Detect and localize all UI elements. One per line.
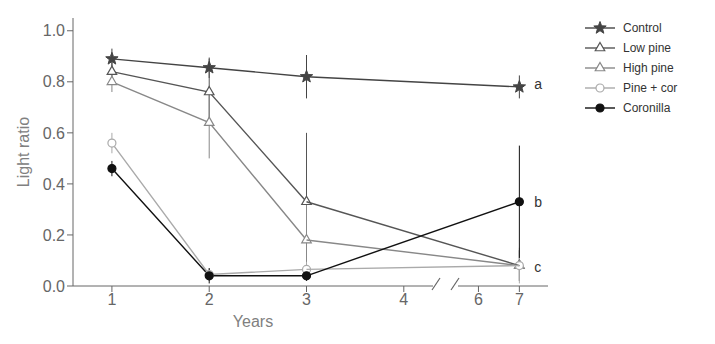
svg-text:1: 1 <box>107 291 116 308</box>
svg-text:0.0: 0.0 <box>43 278 65 295</box>
html-text:Coronilla: Coronilla <box>623 101 671 115</box>
svg-text:0.4: 0.4 <box>43 176 65 193</box>
svg-text:3: 3 <box>302 291 311 308</box>
svg-text:c: c <box>534 259 541 275</box>
svg-text:0.2: 0.2 <box>43 227 65 244</box>
svg-text:a: a <box>534 76 542 92</box>
html-text:High pine: High pine <box>623 61 674 75</box>
svg-text:2: 2 <box>205 291 214 308</box>
html-text:Pine + cor: Pine + cor <box>623 81 678 95</box>
svg-text:6: 6 <box>474 291 483 308</box>
html-text:Control: Control <box>623 21 662 35</box>
svg-text:4: 4 <box>399 291 408 308</box>
svg-text:b: b <box>534 194 542 210</box>
svg-text:0.6: 0.6 <box>43 125 65 142</box>
svg-text:Years: Years <box>233 313 273 330</box>
html-text:Low pine: Low pine <box>623 41 671 55</box>
svg-text:1.0: 1.0 <box>43 22 65 39</box>
svg-text:0.8: 0.8 <box>43 73 65 90</box>
svg-text:Light ratio: Light ratio <box>15 117 32 187</box>
svg-text:7: 7 <box>515 291 524 308</box>
